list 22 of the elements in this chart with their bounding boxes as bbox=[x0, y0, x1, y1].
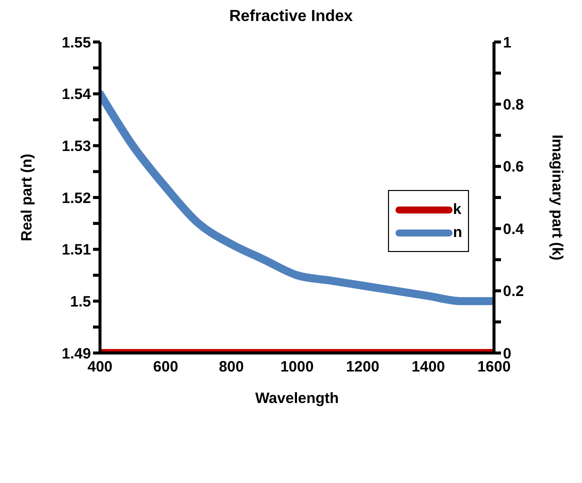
chart-title: Refractive Index bbox=[228, 8, 354, 27]
x-tick-label: 1400 bbox=[412, 358, 446, 376]
y2-axis-title: Imaginary part (k) bbox=[548, 134, 566, 260]
x-tick-label: 800 bbox=[218, 358, 244, 376]
y-tick-label: 1.53 bbox=[62, 138, 91, 155]
legend-label: k bbox=[453, 201, 462, 218]
y-axis-title: Real part (n) bbox=[18, 154, 36, 242]
y2-tick-label: 0.6 bbox=[503, 158, 524, 176]
y2-tick-label: 1 bbox=[503, 34, 512, 52]
x-axis-title: Wavelength bbox=[255, 390, 339, 407]
y-tick-label: 1.5 bbox=[70, 293, 91, 310]
x-tick-label: 600 bbox=[153, 358, 178, 376]
y-tick-label: 1.51 bbox=[62, 242, 91, 259]
y-tick-label: 1.54 bbox=[62, 86, 92, 104]
y2-tick-label: 0.2 bbox=[503, 283, 524, 300]
x-tick-label: 1200 bbox=[346, 358, 380, 376]
legend-label: n bbox=[453, 224, 462, 241]
x-tick-label: 1000 bbox=[280, 358, 314, 376]
y-tick-label: 1.55 bbox=[62, 34, 91, 52]
y-tick-label: 1.52 bbox=[62, 190, 91, 207]
y2-tick-label: 0.4 bbox=[503, 220, 525, 238]
y2-tick-label: 0.8 bbox=[503, 96, 524, 114]
